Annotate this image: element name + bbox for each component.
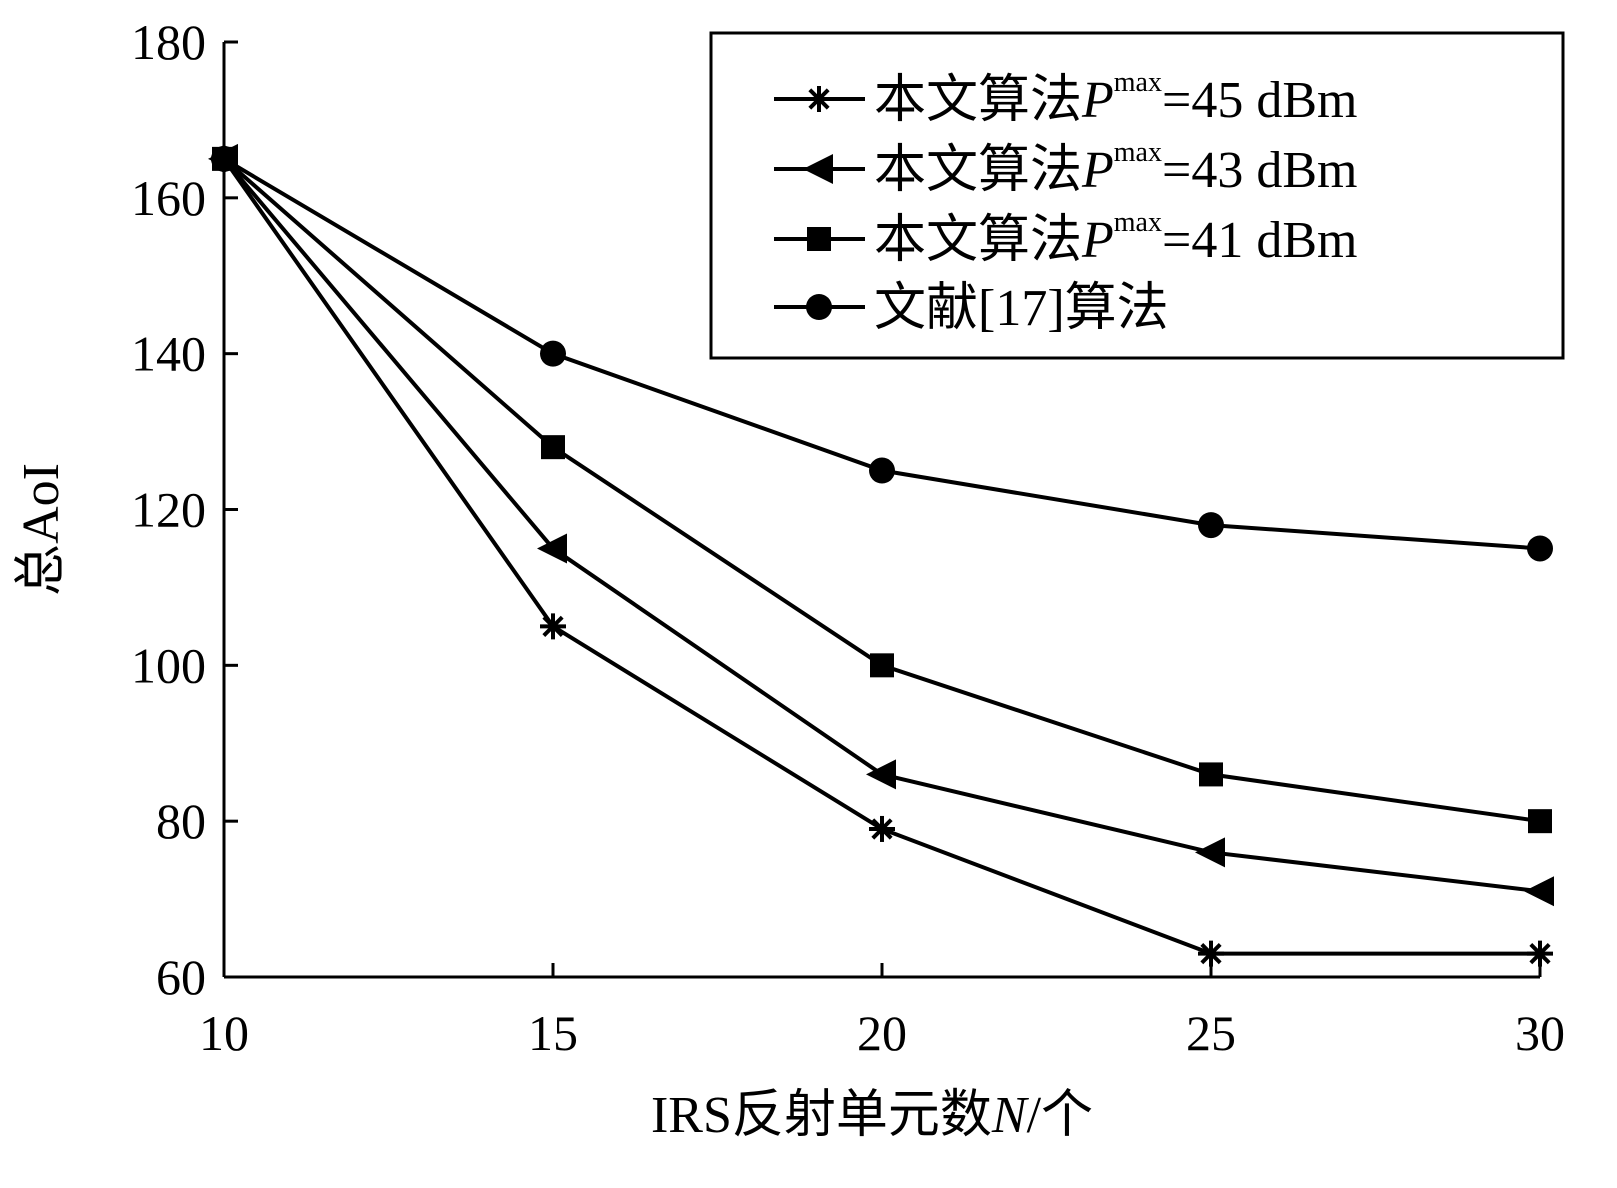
x-axis-title-var: N [991,1087,1030,1144]
y-tick-label-120: 120 [131,482,206,538]
series-1 [211,145,1553,967]
series-1-point-3 [869,815,895,842]
series-2-point-5 [1524,876,1554,907]
x-axis-title-suffix: /个 [1027,1087,1093,1144]
legend-item-2: 本文算法Pmax=43 dBm [774,137,1357,199]
series-1-point-3-stroke-d2 [871,818,893,840]
series-3-point-5 [1528,809,1552,834]
legend-label-var: P [1081,212,1114,269]
legend-marker-3 [807,227,831,251]
legend-label-prefix: 本文算法 [874,142,1082,199]
legend-label-prefix: 本文算法 [874,72,1082,129]
y-tick-label-100: 100 [131,637,206,693]
y-tick-label-180: 180 [131,14,206,70]
x-tick-label-20: 20 [857,1005,907,1061]
series-3-point-3 [870,653,894,678]
x-tick-label-10: 10 [199,1005,249,1061]
legend-label-var: P [1081,72,1114,129]
legend-label-sup: max [1114,137,1162,168]
legend-label-var: P [1081,142,1114,199]
legend-label-3: 本文算法Pmax=41 dBm [874,207,1357,269]
series-layer [208,143,1554,967]
series-1-point-2 [540,613,566,640]
legend-marker-4 [806,294,832,320]
axes: 60 80 100 120 140 160 180 10 15 20 25 30 [131,14,1565,1061]
y-tick-label-80: 80 [156,793,206,849]
series-3 [212,146,1552,834]
legend-item-4: 文献[17]算法 [774,280,1169,337]
legend-marker-2 [803,154,833,184]
x-axis-title: IRS反射单元数N/个 [651,1087,1093,1144]
x-tick-label-25: 25 [1186,1005,1236,1061]
y-axis-title: 总AoI [13,463,70,596]
y-tick-label-60: 60 [156,949,206,1005]
legend-label-suffix: =45 dBm [1162,72,1357,129]
y-tick-label-160: 160 [131,170,206,226]
legend-box [709,31,1565,360]
x-tick-label-15: 15 [528,1005,578,1061]
series-2-point-2 [537,533,567,564]
series-1-point-2-stroke-d2 [542,615,564,637]
series-4-point-1 [211,145,237,172]
legend-label-2: 本文算法Pmax=43 dBm [874,137,1357,199]
legend-label-sup: max [1114,207,1162,238]
legend-label-sup: max [1114,67,1162,98]
legend-label-suffix: =41 dBm [1162,212,1357,269]
legend-item-3: 本文算法Pmax=41 dBm [774,207,1357,269]
series-1-point-5-stroke-d2 [1529,943,1551,965]
series-4-point-2 [540,340,566,367]
legend-label-suffix: =43 dBm [1162,142,1357,199]
series-4 [211,145,1553,562]
legend-item-1: 本文算法Pmax=45 dBm [774,67,1357,129]
legend-label-4: 文献[17]算法 [874,280,1169,337]
series-4-point-3 [869,457,895,484]
series-1-point-5 [1527,940,1553,967]
series-4-point-5 [1527,535,1553,562]
series-3-point-2 [541,435,565,460]
series-3-point-4 [1199,762,1223,787]
legend-label-1: 本文算法Pmax=45 dBm [874,67,1357,129]
series-1-point-4-stroke-d2 [1200,943,1222,965]
legend-marker-1 [806,86,832,112]
series-4-point-4 [1198,512,1224,539]
x-tick-label-30: 30 [1515,1005,1565,1061]
series-1-point-4 [1198,940,1224,967]
series-2-point-4 [1195,837,1225,868]
y-tick-label-140: 140 [131,326,206,382]
x-axis-title-prefix: IRS反射单元数 [651,1087,992,1144]
series-2-point-3 [866,759,896,790]
legend-marker-1-stroke-d2 [808,88,830,110]
legend-label-prefix: 本文算法 [874,212,1082,269]
legend-label-prefix: 文献[17]算法 [874,280,1169,337]
